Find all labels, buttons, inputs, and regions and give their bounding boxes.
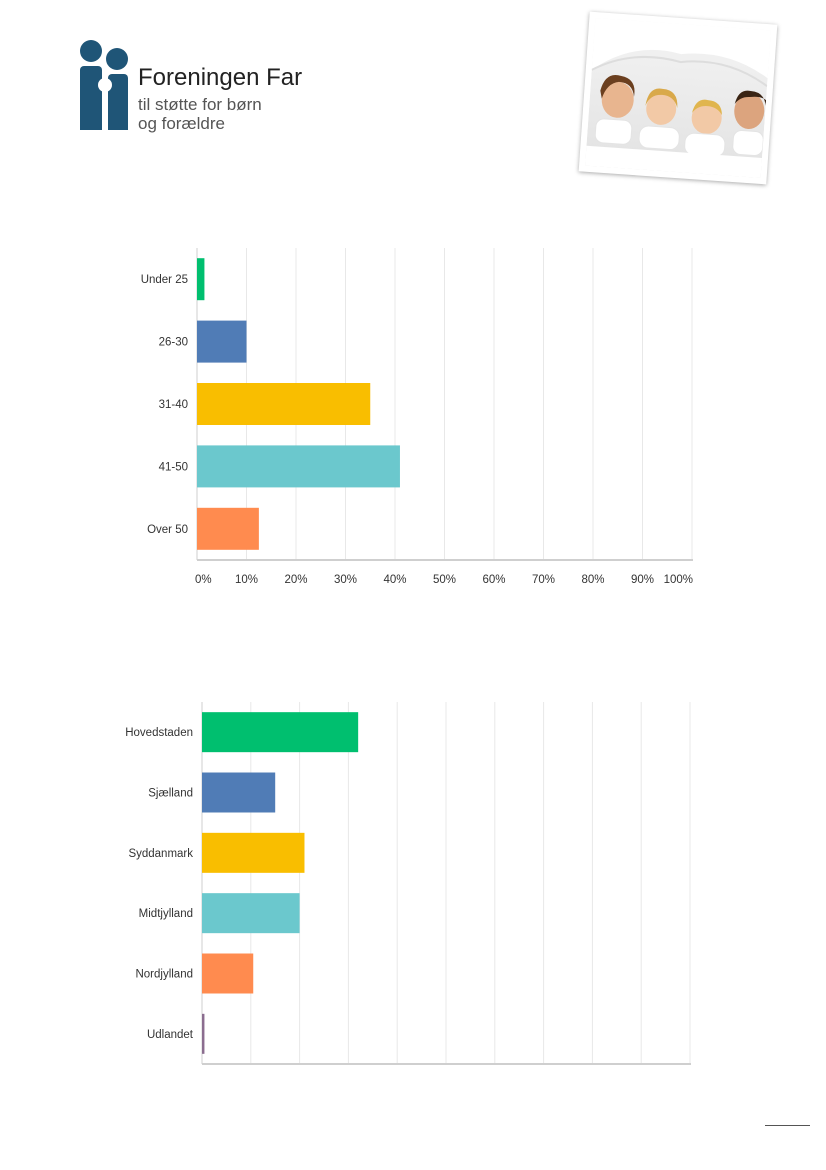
age-label-41-50: 41-50: [159, 461, 188, 473]
age-tick-label: 60%: [482, 574, 505, 586]
logo-head-right-icon: [106, 48, 128, 70]
region-label-syddanmark: Syddanmark: [128, 848, 193, 860]
age-label-over-50: Over 50: [147, 524, 188, 536]
region-chart-gridlines: [201, 702, 691, 1065]
logo-name: Foreningen Far: [138, 64, 303, 91]
age-label-26-30: 26-30: [159, 337, 188, 349]
foreningen-far-logo: Foreningen Far til støtte for børn og fo…: [78, 38, 338, 134]
region-chart-category-labels: Hovedstaden Sjælland Syddanmark Midtjylland…: [125, 727, 194, 1041]
age-tick-label: 100%: [664, 574, 693, 586]
logo-body-right-icon: [108, 74, 128, 130]
age-label-31-40: 31-40: [159, 399, 188, 411]
region-bar-syddanmark: [202, 832, 305, 873]
logo-tagline-line1: til støtte for børn: [138, 95, 262, 114]
age-tick-label: 70%: [532, 574, 555, 586]
region-label-udlandet: Udlandet: [147, 1029, 194, 1041]
page-footer-rule: [765, 1125, 810, 1126]
logo-hand-icon: [98, 78, 112, 92]
logo-body-left-icon: [80, 66, 102, 130]
age-label-under-25: Under 25: [141, 274, 188, 286]
age-chart-bars: [197, 258, 400, 550]
age-tick-label: 50%: [433, 574, 456, 586]
age-chart-tick-labels: 0% 10% 20% 30% 40% 50% 60% 70% 80% 90% 100%: [195, 574, 693, 586]
region-label-nordjylland: Nordjylland: [135, 969, 193, 981]
region-label-midtjylland: Midtjylland: [139, 908, 193, 920]
age-bar-26-30: [197, 320, 247, 363]
logo-head-left-icon: [80, 40, 102, 62]
region-bar-udlandet: [202, 1013, 205, 1054]
age-tick-label: 90%: [631, 574, 654, 586]
region-chart-bars: [202, 712, 359, 1054]
age-tick-label: 40%: [383, 574, 406, 586]
family-photo: [578, 11, 778, 185]
age-chart-category-labels: Under 25 26-30 31-40 41-50 Over 50: [141, 274, 188, 536]
age-tick-label: 20%: [284, 574, 307, 586]
region-label-hovedstaden: Hovedstaden: [125, 727, 193, 739]
age-bar-over-50: [197, 507, 259, 550]
age-bar-under-25: [197, 258, 205, 301]
age-bar-41-50: [197, 445, 400, 488]
family-photo-image: [585, 18, 771, 178]
age-tick-label: 80%: [581, 574, 604, 586]
region-bar-sjælland: [202, 772, 276, 813]
region-label-sjælland: Sjælland: [148, 788, 193, 800]
age-tick-label: 10%: [235, 574, 258, 586]
logo-tagline-line2: og forældre: [138, 114, 225, 133]
age-tick-label: 30%: [334, 574, 357, 586]
region-bar-nordjylland: [202, 953, 254, 994]
age-bar-31-40: [197, 383, 371, 425]
region-bar-hovedstaden: [202, 712, 359, 753]
region-bar-midtjylland: [202, 893, 300, 934]
age-tick-label: 0%: [195, 574, 212, 586]
